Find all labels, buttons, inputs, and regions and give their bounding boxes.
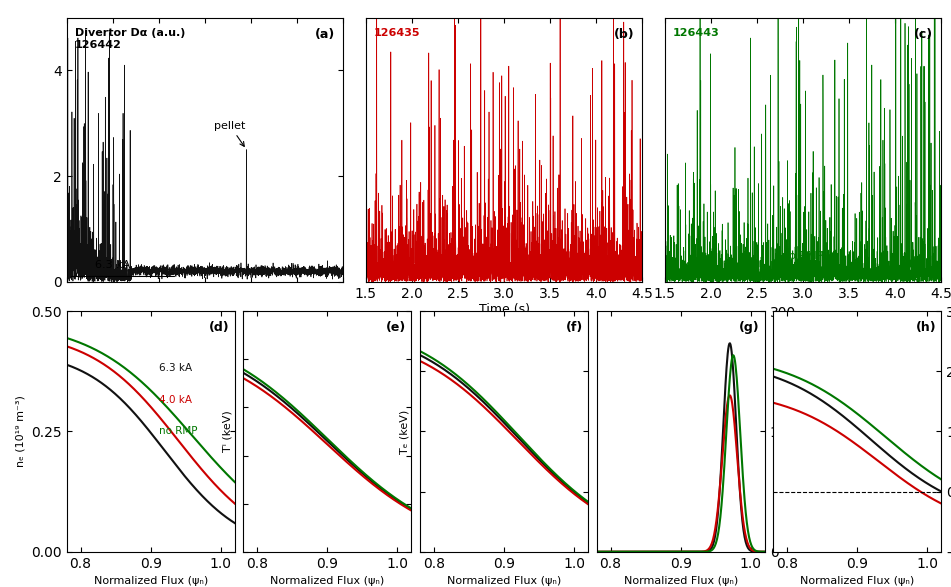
Text: 126435: 126435 (374, 28, 420, 38)
Text: Divertor Dα (a.u.)
126442: Divertor Dα (a.u.) 126442 (75, 28, 185, 50)
X-axis label: Normalized Flux (ψₙ): Normalized Flux (ψₙ) (447, 576, 561, 586)
Y-axis label: |∇pₜₒₜₐₗ| (kPa/ψₙ): |∇pₜₒₜₐₗ| (kPa/ψₙ) (802, 391, 812, 472)
Y-axis label: nₑ (10¹⁹ m⁻³): nₑ (10¹⁹ m⁻³) (15, 396, 26, 467)
Text: 6.3 kA: 6.3 kA (159, 363, 192, 373)
Text: 126443: 126443 (673, 28, 720, 38)
Text: (c): (c) (914, 28, 933, 41)
Text: (h): (h) (916, 321, 937, 334)
Text: (g): (g) (739, 321, 760, 334)
Text: pellet: pellet (214, 120, 245, 146)
X-axis label: Normalized Flux (ψₙ): Normalized Flux (ψₙ) (93, 576, 208, 586)
Text: 4.0 kA: 4.0 kA (159, 394, 192, 404)
Text: (d): (d) (209, 321, 230, 334)
Text: (e): (e) (386, 321, 406, 334)
Text: 4.0 kA: 4.0 kA (468, 253, 503, 263)
Text: no RMP: no RMP (159, 426, 198, 436)
X-axis label: Normalized Flux (ψₙ): Normalized Flux (ψₙ) (270, 576, 384, 586)
X-axis label: Time (s): Time (s) (478, 303, 530, 316)
Text: (b): (b) (613, 28, 634, 41)
Text: no RMP: no RMP (783, 251, 824, 261)
Y-axis label: Tᴵ (keV): Tᴵ (keV) (223, 410, 233, 453)
Y-axis label: Tₑ (keV): Tₑ (keV) (399, 409, 410, 454)
X-axis label: Normalized Flux (ψₙ): Normalized Flux (ψₙ) (624, 576, 738, 586)
X-axis label: Normalized Flux (ψₙ): Normalized Flux (ψₙ) (800, 576, 915, 586)
Text: (a): (a) (315, 28, 335, 41)
Text: 6.3 kA: 6.3 kA (95, 260, 130, 270)
Text: (f): (f) (566, 321, 583, 334)
